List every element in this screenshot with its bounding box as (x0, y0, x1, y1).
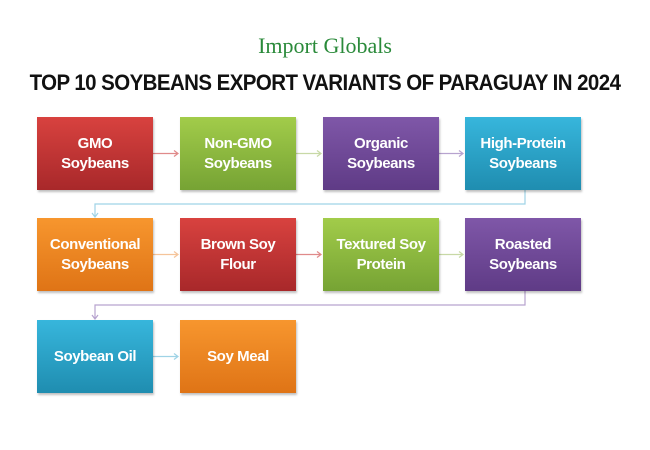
variant-box: Soy Meal (180, 320, 296, 393)
variant-label: Roasted Soybeans (489, 235, 557, 273)
arrow-3-4 (439, 150, 464, 157)
arrow-9-10 (153, 353, 179, 360)
arrow-5-6 (153, 251, 179, 258)
arrow-8-9 (91, 291, 526, 320)
variant-label: Conventional Soybeans (49, 235, 141, 273)
variant-label: Non-GMO Soybeans (204, 134, 272, 172)
variant-box: Conventional Soybeans (37, 218, 153, 291)
variant-label: High-Protein Soybeans (480, 134, 566, 172)
variant-label: Textured Soy Protein (336, 235, 426, 273)
arrow-1-2 (153, 150, 179, 157)
arrow-7-8 (439, 251, 464, 258)
variant-box: Brown Soy Flour (180, 218, 296, 291)
variant-label: Organic Soybeans (347, 134, 415, 172)
page-title: TOP 10 SOYBEANS EXPORT VARIANTS OF PARAG… (29, 70, 621, 95)
variant-label: Soybean Oil (53, 347, 137, 365)
variant-box: Roasted Soybeans (465, 218, 581, 291)
variant-label: GMO Soybeans (61, 134, 129, 172)
variant-label: Soy Meal (207, 347, 269, 365)
variant-box: Organic Soybeans (323, 117, 439, 190)
variant-box: Textured Soy Protein (323, 218, 439, 291)
arrow-2-3 (296, 150, 322, 157)
logo: Import Globals (258, 33, 392, 58)
variant-box: High-Protein Soybeans (465, 117, 581, 190)
arrow-4-5 (91, 190, 526, 218)
variant-box: Soybean Oil (37, 320, 153, 393)
variant-label: Brown Soy Flour (200, 235, 276, 273)
variant-box: Non-GMO Soybeans (180, 117, 296, 190)
arrow-6-7 (296, 251, 322, 258)
variant-box: GMO Soybeans (37, 117, 153, 190)
